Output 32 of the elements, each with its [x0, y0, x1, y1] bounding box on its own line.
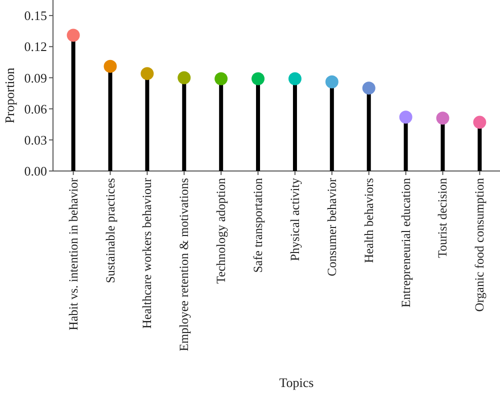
x-tick-label: Tourist decision [436, 177, 450, 258]
point [104, 60, 117, 73]
x-tick-label: Entrepreneurial education [398, 177, 413, 308]
point [178, 71, 191, 84]
y-tick-label: 0.03 [24, 132, 47, 148]
x-tick-label: Organic food consumption [472, 177, 487, 312]
point [288, 72, 302, 86]
y-tick-label: 0.06 [24, 101, 48, 116]
x-tick-label: Physical activity [288, 177, 302, 261]
x-tick-label: Consumer behavior [324, 177, 339, 276]
point [214, 72, 228, 86]
x-tick-label: Healthcare workers behaviour [140, 177, 154, 329]
y-tick-label: 0.12 [24, 39, 47, 54]
y-tick-label: 0.00 [24, 164, 47, 179]
point [399, 110, 412, 124]
x-tick-label: Health behaviors [362, 178, 376, 264]
x-tick-label: Sustainable practices [103, 178, 118, 284]
point [325, 75, 338, 88]
y-axis-title: Proportion [2, 67, 17, 124]
y-tick-label: 0.09 [24, 70, 47, 86]
x-tick-label: Technology adoption [214, 177, 228, 284]
point [473, 116, 486, 129]
x-tick-label: Employee retention & motivations [177, 178, 192, 352]
x-axis-title: Topics [279, 375, 314, 390]
point [362, 82, 376, 95]
point [436, 112, 450, 125]
point [252, 72, 265, 86]
x-tick-label: Habit vs. intention in behavior [66, 177, 80, 330]
point [140, 67, 154, 80]
point [66, 28, 80, 42]
y-tick-label: 0.15 [24, 8, 47, 24]
x-tick-label: Safe transportation [251, 177, 266, 273]
